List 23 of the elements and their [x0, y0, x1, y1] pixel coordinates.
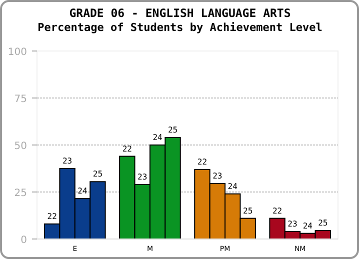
text: 24: [302, 221, 313, 230]
text: 23: [212, 172, 222, 181]
text: 23: [288, 219, 298, 228]
text: 22: [272, 206, 282, 216]
series-label: 23: [62, 156, 72, 166]
y-tick-label: 25: [14, 188, 27, 199]
y-tick-label: 0: [20, 235, 27, 246]
y-tick-label: 75: [14, 94, 27, 105]
chart-subtitle: Percentage of Students by Achievement Level: [38, 21, 322, 34]
text: 25: [318, 218, 328, 228]
text: 25: [168, 125, 178, 134]
text: 23: [138, 172, 148, 182]
text: 24: [228, 182, 238, 191]
series-label: 22: [47, 212, 58, 221]
text: 22: [197, 157, 208, 166]
chart-title: GRADE 06 - ENGLISH LANGUAGE ARTS: [69, 6, 291, 20]
series-label: 24: [78, 186, 88, 196]
y-tick-label: 100: [8, 47, 27, 58]
text: 24: [152, 133, 162, 142]
text: 22: [122, 144, 132, 154]
text: 25: [243, 206, 253, 216]
y-tick-label: 50: [14, 141, 27, 152]
series-label: 25: [92, 170, 103, 179]
